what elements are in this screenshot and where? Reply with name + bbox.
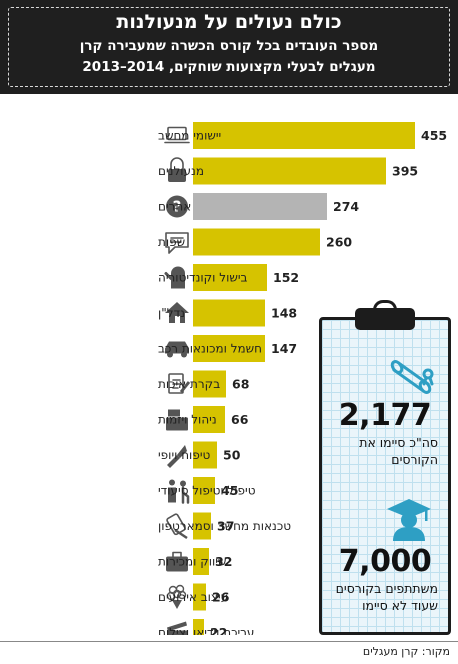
participants-label: משתתפים בקורסים שעוד לא סיימו bbox=[335, 581, 438, 613]
chart-subtitle: מספר העובדים בכל קורס הכשרה שמעבירה קרן … bbox=[12, 36, 446, 78]
car-icon bbox=[165, 341, 189, 358]
source-note: מקור: קרן מעגלים bbox=[362, 645, 450, 658]
bar bbox=[193, 122, 415, 149]
checklist-icon bbox=[168, 373, 191, 394]
bar bbox=[193, 583, 206, 611]
bar-value-label: 68 bbox=[232, 377, 249, 392]
cash-register-icon bbox=[166, 409, 188, 431]
chart-header: כולם נעולים על מנעולנות מספר העובדים בכל… bbox=[0, 0, 458, 94]
bar-value-label: 260 bbox=[326, 235, 352, 250]
bar bbox=[193, 370, 226, 398]
bar bbox=[193, 335, 265, 362]
diploma-icon bbox=[390, 360, 434, 394]
clipboard-clip bbox=[355, 308, 415, 330]
caregiver-icon bbox=[168, 479, 190, 504]
subtitle-line-2: מעגלים לבעלי מקצועות שוחקים, 2014–2013 bbox=[82, 59, 376, 75]
bar-value-label: 66 bbox=[231, 412, 249, 427]
bar-value-label: 152 bbox=[273, 270, 299, 285]
oven-mitt-icon bbox=[164, 266, 185, 289]
screwdriver-device-icon bbox=[166, 513, 188, 540]
category-label: טיפול וטיפול סיעודי bbox=[158, 484, 256, 498]
bar bbox=[193, 406, 225, 433]
speech-bubble-icon bbox=[165, 232, 189, 254]
stats-clipboard bbox=[319, 317, 451, 635]
category-label: טיפוח ויופי bbox=[158, 448, 211, 462]
category-label: בישול וקונדיטוריה bbox=[158, 271, 248, 285]
bar-value-label: 26 bbox=[212, 590, 230, 605]
bar bbox=[193, 619, 204, 635]
category-label: חשמל ומכונאות רכב bbox=[158, 342, 262, 356]
bar-value-label: 50 bbox=[223, 448, 241, 463]
category-label: מנעולנים bbox=[158, 164, 204, 178]
bar-value-label: 45 bbox=[221, 483, 238, 498]
bar-value-label: 37 bbox=[217, 519, 234, 534]
category-label: שיווק ומכירות bbox=[158, 555, 226, 569]
subtitle-line-1: מספר העובדים בכל קורס הכשרה שמעבירה קרן bbox=[79, 38, 379, 54]
category-label: שפות bbox=[158, 235, 185, 249]
category-label: אחרים bbox=[158, 200, 191, 214]
completed-number: 2,177 bbox=[338, 398, 432, 433]
padlock-icon bbox=[168, 157, 186, 182]
bar-value-label: 455 bbox=[421, 128, 447, 143]
footer-rule bbox=[0, 641, 458, 642]
bar-value-label: 32 bbox=[215, 554, 232, 569]
bar-value-label: 22 bbox=[210, 625, 227, 635]
category-label: טכנאות מחשב וסמארטפון bbox=[158, 519, 291, 533]
bar-chart: 455 יישומי מחשב 395 מנעולנים 274?אחרים 260 שפו… bbox=[158, 122, 447, 636]
bar bbox=[193, 228, 320, 256]
participants-number: 7,000 bbox=[338, 544, 432, 579]
category-label: ניהול ויזמות bbox=[158, 413, 217, 427]
category-label: נדל"ן bbox=[158, 306, 185, 320]
bar-value-label: 147 bbox=[271, 341, 297, 356]
header-dashed-border bbox=[8, 7, 450, 87]
bar bbox=[193, 157, 386, 185]
bar bbox=[193, 299, 265, 327]
chart-title: כולם נעולים על מנעולנות bbox=[116, 11, 342, 33]
lipstick-icon bbox=[167, 445, 187, 468]
bar-value-label: 274 bbox=[333, 199, 359, 214]
flower-bouquet-icon bbox=[166, 584, 187, 609]
bar bbox=[193, 548, 209, 575]
house-icon bbox=[165, 302, 189, 323]
svg-text:?: ? bbox=[173, 198, 182, 216]
bar-value-label: 148 bbox=[271, 306, 297, 321]
category-label: יישומי מחשב bbox=[158, 129, 221, 143]
question-icon: ? bbox=[166, 195, 188, 218]
bar-value-label: 395 bbox=[392, 164, 418, 179]
bar bbox=[193, 193, 327, 220]
bar bbox=[193, 441, 217, 469]
category-label: בקרת איכות bbox=[158, 377, 220, 391]
laptop-icon bbox=[164, 126, 190, 144]
completed-label: סה"כ סיימו את הקורסים bbox=[359, 435, 438, 467]
bar bbox=[193, 264, 267, 291]
category-label: עיצוב אירועים bbox=[158, 590, 228, 604]
category-label: עריכת וידיאו וצילום bbox=[158, 626, 254, 636]
briefcase-icon bbox=[166, 551, 188, 572]
clapperboard-icon bbox=[167, 621, 187, 635]
bar bbox=[193, 477, 215, 504]
graduate-icon bbox=[387, 499, 431, 541]
bar bbox=[193, 512, 211, 540]
